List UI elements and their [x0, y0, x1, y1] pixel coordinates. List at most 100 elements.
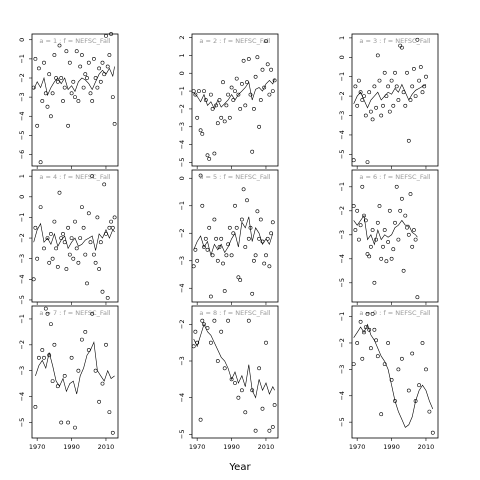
- data-point: [246, 318, 251, 323]
- panel-frame: [191, 305, 279, 439]
- data-point: [85, 281, 89, 286]
- data-point: [250, 291, 255, 296]
- data-point: [62, 373, 67, 378]
- data-point: [351, 158, 356, 163]
- data-point: [222, 119, 227, 124]
- data-point: [212, 151, 217, 156]
- data-point: [368, 109, 373, 114]
- data-point: [391, 247, 396, 252]
- data-point: [217, 98, 222, 102]
- data-point: [210, 107, 215, 111]
- data-point: [85, 76, 89, 80]
- data-point: [399, 45, 404, 50]
- data-point: [246, 236, 251, 241]
- data-point: [31, 277, 36, 282]
- data-point: [272, 403, 277, 407]
- y-tick-label: −1: [178, 201, 186, 211]
- panel-title: a = 1 : f = NEFSC_Fall: [39, 37, 110, 45]
- data-point: [381, 244, 385, 249]
- data-point: [234, 225, 239, 230]
- y-tick-label: 1: [178, 53, 186, 57]
- data-point: [239, 217, 244, 222]
- data-point: [102, 182, 107, 187]
- y-tick-label: −2: [18, 233, 26, 243]
- data-point: [394, 84, 399, 89]
- data-point: [229, 253, 234, 258]
- panel-frame: [31, 169, 119, 303]
- data-point: [105, 64, 110, 69]
- data-point: [207, 225, 212, 230]
- data-point: [255, 55, 260, 60]
- y-tick-label: −1: [18, 213, 26, 223]
- data-point: [379, 256, 384, 261]
- data-point: [401, 268, 406, 273]
- data-point: [386, 341, 391, 345]
- data-point: [207, 156, 212, 161]
- data-point: [52, 53, 57, 57]
- data-point: [243, 410, 248, 415]
- data-point: [430, 430, 435, 435]
- panel-frame: [191, 33, 279, 167]
- data-point: [386, 240, 391, 244]
- data-point: [193, 247, 198, 252]
- data-point: [107, 53, 112, 57]
- data-point: [83, 72, 88, 77]
- data-point: [358, 90, 363, 95]
- data-point: [49, 231, 53, 236]
- data-point: [33, 57, 38, 61]
- panel-title: a = 2 : f = NEFSC_Fall: [199, 37, 270, 45]
- y-tick-label: −4: [338, 254, 346, 264]
- data-point: [90, 99, 95, 103]
- data-point: [233, 203, 237, 208]
- data-point: [202, 322, 206, 327]
- data-point: [370, 228, 375, 232]
- data-point: [250, 149, 255, 154]
- data-point: [375, 354, 380, 359]
- data-point: [100, 60, 105, 65]
- data-point: [222, 366, 227, 371]
- panel-frame: [351, 305, 439, 439]
- y-tick-label: −1: [338, 182, 346, 192]
- data-point: [81, 225, 86, 230]
- data-point: [66, 123, 71, 128]
- data-point: [226, 318, 231, 323]
- data-point: [92, 252, 96, 257]
- data-point: [73, 425, 77, 430]
- data-point: [37, 355, 41, 360]
- data-point: [418, 65, 423, 69]
- data-point: [250, 388, 255, 393]
- x-tick-label: 1970: [29, 443, 46, 451]
- y-tick-label: −1: [338, 72, 346, 82]
- data-point: [93, 368, 98, 373]
- y-tick-label: −5: [178, 158, 186, 168]
- data-point: [272, 78, 277, 83]
- data-point: [86, 211, 91, 216]
- data-point: [43, 306, 48, 311]
- data-point: [64, 267, 69, 271]
- data-point: [54, 76, 59, 80]
- data-point: [212, 318, 217, 323]
- data-point: [107, 225, 112, 230]
- data-point: [396, 367, 401, 372]
- data-point: [239, 82, 244, 86]
- data-point: [215, 121, 220, 126]
- data-point: [241, 187, 246, 192]
- panel-1: a = 1 : f = NEFSC_Fall 0 −1 −2 −3 −4 −5 −6: [18, 32, 119, 169]
- data-point: [267, 264, 272, 269]
- data-point: [367, 90, 372, 95]
- data-point: [73, 95, 77, 100]
- data-point: [258, 98, 263, 102]
- data-point: [104, 34, 108, 38]
- data-point: [396, 98, 401, 102]
- data-point: [193, 92, 198, 97]
- data-point: [257, 236, 262, 241]
- data-point: [202, 89, 206, 94]
- data-point: [208, 294, 213, 299]
- data-point: [420, 341, 425, 345]
- x-tick-label: 2010: [98, 443, 115, 451]
- data-point: [33, 225, 38, 230]
- data-point: [415, 295, 420, 300]
- data-point: [74, 49, 79, 54]
- data-point: [69, 355, 74, 360]
